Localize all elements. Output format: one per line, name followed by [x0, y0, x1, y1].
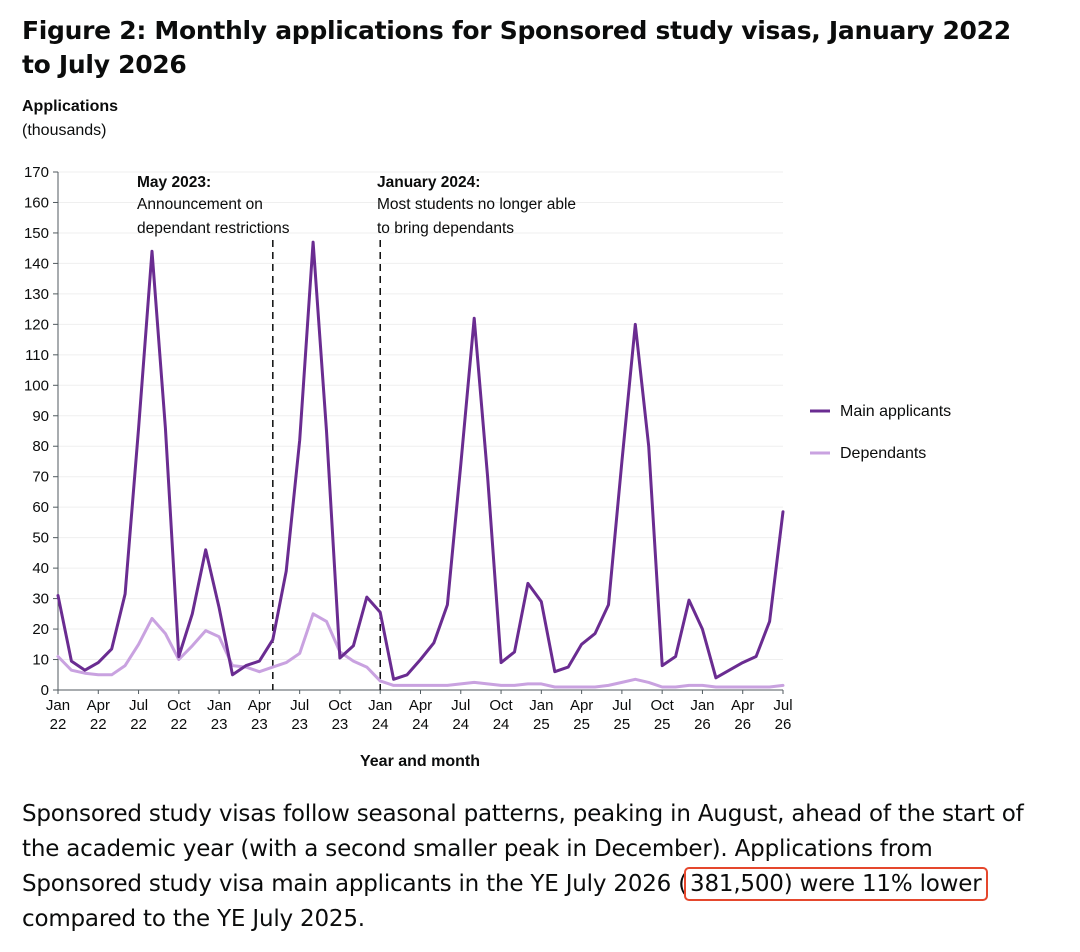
x-tick-label: Jul — [773, 697, 792, 714]
y-tick-label-10: 10 — [32, 652, 49, 669]
annotation-title-1: January 2024: — [377, 174, 480, 191]
y-tick-label-90: 90 — [32, 408, 49, 425]
x-tick-label-year: 26 — [734, 716, 751, 733]
x-tick-label: Jul — [612, 697, 631, 714]
x-tick-label: Oct — [489, 697, 513, 714]
x-tick-label-year: 26 — [775, 716, 792, 733]
y-tick-label-150: 150 — [24, 225, 49, 242]
caption-line4: compared to the YE July 2025. — [22, 906, 365, 932]
annotation-line1-0: Announcement on — [137, 196, 263, 213]
y-tick-label-70: 70 — [32, 469, 49, 486]
y-tick-label-120: 120 — [24, 316, 49, 333]
x-tick-label-year: 23 — [291, 716, 308, 733]
x-tick-label: Jul — [129, 697, 148, 714]
annotation-line1-1: Most students no longer able — [377, 196, 576, 213]
x-tick-label-year: 22 — [170, 716, 187, 733]
annotation-title-0: May 2023: — [137, 174, 211, 191]
x-axis-label: Year and month — [360, 753, 480, 770]
x-tick-label: Oct — [650, 697, 674, 714]
y-tick-label-110: 110 — [25, 347, 49, 364]
x-tick-label: Jan — [529, 697, 553, 714]
x-tick-label-year: 25 — [654, 716, 671, 733]
x-tick-label-year: 25 — [533, 716, 550, 733]
x-tick-label: Jan — [207, 697, 231, 714]
x-tick-label-year: 24 — [452, 716, 469, 733]
x-tick-label: Oct — [328, 697, 352, 714]
x-tick-label-year: 23 — [251, 716, 268, 733]
x-tick-label: Jan — [368, 697, 392, 714]
legend-label-1: Dependants — [840, 445, 926, 462]
caption-line2: the academic year (with a second smaller… — [22, 836, 933, 862]
line-chart: 0 10 20 30 40 50 60 70 80 90 100 110 120 130 140 150 160… — [22, 98, 951, 770]
y-tick-label-140: 140 — [24, 255, 49, 272]
y-tick-label-20: 20 — [32, 621, 49, 638]
gridlines — [58, 171, 783, 661]
series-line-main-applicants — [56, 240, 785, 681]
x-tick-label-year: 25 — [614, 716, 631, 733]
y-tick-label-160: 160 — [24, 194, 49, 211]
x-tick-label: Apr — [87, 697, 110, 714]
x-tick-label: Apr — [731, 697, 754, 714]
y-axis-label-line2: (thousands) — [22, 122, 107, 139]
series-lines — [56, 240, 785, 689]
x-tick-label-year: 23 — [332, 716, 349, 733]
caption-line3: Sponsored study visa main applicants in … — [22, 871, 688, 897]
y-tick-label-80: 80 — [32, 438, 49, 455]
y-tick-label-40: 40 — [32, 560, 49, 577]
annotation-line2-1: to bring dependants — [377, 220, 514, 237]
caption: Sponsored study visas follow seasonal pa… — [22, 797, 1062, 937]
x-tick-label: Jan — [46, 697, 70, 714]
x-tick-label: Jul — [290, 697, 309, 714]
x-tick-label: Jul — [451, 697, 470, 714]
x-tick-label-year: 24 — [493, 716, 510, 733]
y-tick-label-30: 30 — [32, 591, 49, 608]
x-tick-label: Apr — [248, 697, 271, 714]
annotations: May 2023: Announcement on dependant restri… — [137, 174, 576, 690]
x-tick-label-year: 25 — [573, 716, 590, 733]
y-tick-label-0: 0 — [41, 682, 49, 699]
caption-line1: Sponsored study visas follow seasonal pa… — [22, 801, 1024, 827]
x-tick-label: Jan — [690, 697, 714, 714]
x-tick-label-year: 22 — [130, 716, 147, 733]
x-tick-label-year: 22 — [90, 716, 107, 733]
y-tick-label-60: 60 — [32, 499, 49, 516]
legend: Main applicants Dependants — [810, 403, 951, 462]
series-line-dependants — [56, 612, 785, 689]
legend-label-0: Main applicants — [840, 403, 951, 420]
y-tick-label-170: 170 — [24, 164, 49, 181]
y-tick-label-130: 130 — [24, 286, 49, 303]
highlighted-figure: 381,500) were 11% lower — [684, 867, 988, 901]
x-tick-label-year: 26 — [694, 716, 711, 733]
x-tick-label-year: 23 — [211, 716, 228, 733]
x-tick-label-year: 22 — [50, 716, 67, 733]
x-tick-label: Apr — [409, 697, 432, 714]
y-tick-label-50: 50 — [32, 530, 49, 547]
x-tick-label-year: 24 — [412, 716, 429, 733]
x-tick-label-year: 24 — [372, 716, 389, 733]
figure-title: Figure 2: Monthly applications for Spons… — [22, 16, 1011, 79]
axes: 0 10 20 30 40 50 60 70 80 90 100 110 120 130 140 150 160… — [24, 164, 793, 733]
annotation-line2-0: dependant restrictions — [137, 220, 290, 237]
x-tick-label: Oct — [167, 697, 191, 714]
y-axis-label-line1: Applications — [22, 98, 118, 115]
y-tick-label-100: 100 — [24, 377, 49, 394]
x-tick-label: Apr — [570, 697, 593, 714]
